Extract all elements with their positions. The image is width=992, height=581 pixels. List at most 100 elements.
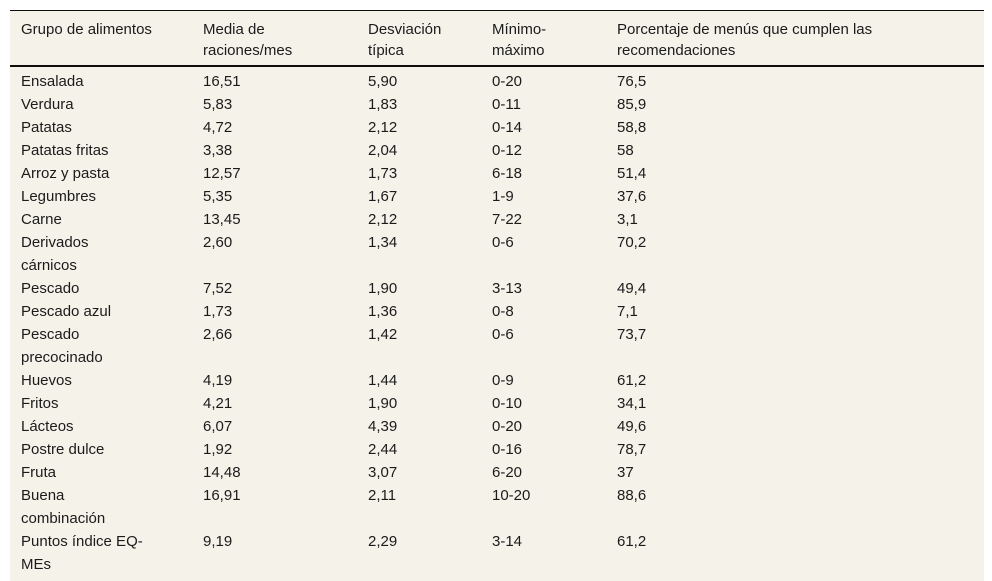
cell-minmax: 10-20 [492, 487, 531, 504]
cell-grupo: Buena combinación [21, 487, 106, 527]
cell-minmax: 0-6 [492, 234, 514, 251]
cell-desviacion: 2,44 [368, 441, 398, 458]
cell-porcentaje: 7,1 [617, 303, 638, 320]
cell-grupo: Verdura [21, 96, 74, 113]
cell-media: 12,57 [203, 165, 241, 182]
cell-porcentaje: 76,5 [617, 73, 647, 90]
cell-media: 5,83 [203, 96, 233, 113]
cell-grupo: Pescado precocinado [21, 326, 103, 366]
cell-grupo: Pescado [21, 280, 80, 297]
cell-minmax: 6-20 [492, 464, 523, 481]
table-row: Pescado 7,52 1,90 3-13 49,4 [10, 277, 984, 300]
cell-porcentaje: 49,6 [617, 418, 647, 435]
table-row: Postre dulce 1,92 2,44 0-16 78,7 [10, 438, 984, 461]
cell-porcentaje: 51,4 [617, 165, 647, 182]
cell-minmax: 0-9 [492, 372, 514, 389]
cell-porcentaje: 34,1 [617, 395, 647, 412]
cell-porcentaje: 37,6 [617, 188, 647, 205]
cell-grupo: Fritos [21, 395, 59, 412]
cell-minmax: 1-9 [492, 188, 514, 205]
cell-desviacion: 5,90 [368, 73, 398, 90]
cell-media: 5,35 [203, 188, 233, 205]
table-row: Puntos índice EQ- MEs 9,19 2,29 3-14 61,… [10, 530, 984, 581]
cell-desviacion: 1,67 [368, 188, 398, 205]
cell-porcentaje: 61,2 [617, 533, 647, 550]
cell-desviacion: 1,83 [368, 96, 398, 113]
cell-minmax: 7-22 [492, 211, 523, 228]
cell-grupo: Carne [21, 211, 62, 228]
cell-media: 1,73 [203, 303, 233, 320]
cell-minmax: 0-20 [492, 73, 523, 90]
cell-media: 16,91 [203, 487, 241, 504]
col-header-minimo-maximo: Mínimo- máximo [492, 10, 617, 67]
table-header: Grupo de alimentos Media de raciones/mes… [10, 10, 984, 67]
cell-minmax: 0-16 [492, 441, 523, 458]
cell-desviacion: 1,90 [368, 395, 398, 412]
cell-minmax: 0-8 [492, 303, 514, 320]
cell-minmax: 0-14 [492, 119, 523, 136]
header-row: Grupo de alimentos Media de raciones/mes… [10, 10, 984, 67]
cell-grupo: Legumbres [21, 188, 97, 205]
cell-minmax: 0-10 [492, 395, 523, 412]
cell-porcentaje: 78,7 [617, 441, 647, 458]
cell-media: 4,21 [203, 395, 233, 412]
cell-media: 3,38 [203, 142, 233, 159]
cell-porcentaje: 58 [617, 142, 634, 159]
cell-grupo: Fruta [21, 464, 57, 481]
col-header-porcentaje-menus: Porcentaje de menús que cumplen las reco… [617, 10, 984, 67]
cell-porcentaje: 61,2 [617, 372, 647, 389]
table-row: Patatas 4,72 2,12 0-14 58,8 [10, 116, 984, 139]
cell-minmax: 6-18 [492, 165, 523, 182]
table-row: Patatas fritas 3,38 2,04 0-12 58 [10, 139, 984, 162]
table-row: Buena combinación 16,91 2,11 10-20 88,6 [10, 484, 984, 530]
cell-desviacion: 2,29 [368, 533, 398, 550]
table-row: Huevos 4,19 1,44 0-9 61,2 [10, 369, 984, 392]
table-row: Fritos 4,21 1,90 0-10 34,1 [10, 392, 984, 415]
cell-minmax: 3-14 [492, 533, 523, 550]
table-row: Legumbres 5,35 1,67 1-9 37,6 [10, 185, 984, 208]
table-row: Pescado azul 1,73 1,36 0-8 7,1 [10, 300, 984, 323]
cell-desviacion: 1,73 [368, 165, 398, 182]
cell-desviacion: 1,90 [368, 280, 398, 297]
cell-porcentaje: 49,4 [617, 280, 647, 297]
cell-grupo: Patatas fritas [21, 142, 109, 159]
table-row: Pescado precocinado 2,66 1,42 0-6 73,7 [10, 323, 984, 369]
cell-grupo: Arroz y pasta [21, 165, 110, 182]
cell-media: 2,60 [203, 234, 233, 251]
table-row: Lácteos 6,07 4,39 0-20 49,6 [10, 415, 984, 438]
cell-desviacion: 1,34 [368, 234, 398, 251]
cell-grupo: Huevos [21, 372, 72, 389]
cell-media: 1,92 [203, 441, 233, 458]
cell-grupo: Patatas [21, 119, 72, 136]
cell-minmax: 0-12 [492, 142, 523, 159]
col-header-grupo-de-alimentos: Grupo de alimentos [10, 10, 203, 67]
cell-grupo: Puntos índice EQ- MEs [21, 533, 143, 573]
cell-minmax: 0-20 [492, 418, 523, 435]
cell-porcentaje: 85,9 [617, 96, 647, 113]
cell-media: 13,45 [203, 211, 241, 228]
cell-porcentaje: 58,8 [617, 119, 647, 136]
cell-desviacion: 2,11 [368, 487, 397, 504]
cell-grupo: Pescado azul [21, 303, 112, 320]
cell-minmax: 0-11 [492, 96, 521, 113]
cell-porcentaje: 73,7 [617, 326, 647, 343]
cell-media: 4,19 [203, 372, 233, 389]
cell-porcentaje: 37 [617, 464, 634, 481]
table-row: Verdura 5,83 1,83 0-11 85,9 [10, 93, 984, 116]
col-header-desviacion-tipica: Desviación típica [368, 10, 492, 67]
table-row: Fruta 14,48 3,07 6-20 37 [10, 461, 984, 484]
table-row: Derivados cárnicos 2,60 1,34 0-6 70,2 [10, 231, 984, 277]
cell-porcentaje: 88,6 [617, 487, 647, 504]
cell-minmax: 3-13 [492, 280, 523, 297]
cell-desviacion: 2,04 [368, 142, 398, 159]
food-groups-stats-table: Grupo de alimentos Media de raciones/mes… [10, 10, 984, 581]
cell-desviacion: 1,42 [368, 326, 398, 343]
col-header-media-raciones-mes: Media de raciones/mes [203, 10, 368, 67]
cell-media: 14,48 [203, 464, 241, 481]
cell-media: 16,51 [203, 73, 241, 90]
table-row: Arroz y pasta 12,57 1,73 6-18 51,4 [10, 162, 984, 185]
table-row: Ensalada 16,51 5,90 0-20 76,5 [10, 66, 984, 93]
cell-grupo: Postre dulce [21, 441, 105, 458]
cell-media: 6,07 [203, 418, 233, 435]
